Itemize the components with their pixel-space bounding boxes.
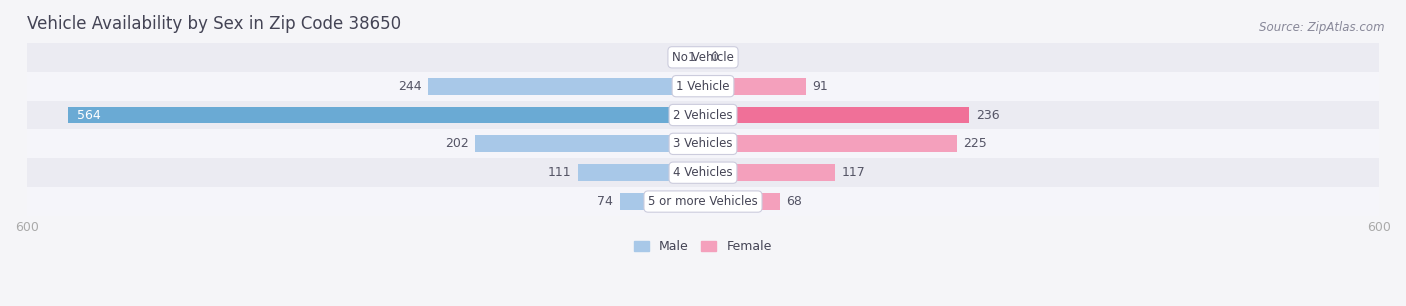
Text: 202: 202 (444, 137, 468, 150)
Text: No Vehicle: No Vehicle (672, 51, 734, 64)
Bar (578, 164, 703, 181)
Text: 244: 244 (398, 80, 422, 93)
Text: 1 Vehicle: 1 Vehicle (676, 80, 730, 93)
Bar (27, 158, 1379, 187)
Bar (27, 129, 1379, 158)
Bar (27, 43, 1379, 72)
Text: 117: 117 (842, 166, 865, 179)
Bar (27, 187, 1379, 216)
Bar (703, 193, 779, 210)
Bar (620, 193, 703, 210)
Bar (703, 136, 956, 152)
Text: 111: 111 (547, 166, 571, 179)
Text: 564: 564 (76, 109, 100, 121)
Text: Vehicle Availability by Sex in Zip Code 38650: Vehicle Availability by Sex in Zip Code … (27, 15, 401, 33)
Text: 1: 1 (688, 51, 695, 64)
Text: 2 Vehicles: 2 Vehicles (673, 109, 733, 121)
Text: 0: 0 (710, 51, 717, 64)
Legend: Male, Female: Male, Female (630, 235, 776, 258)
Text: 236: 236 (976, 109, 1000, 121)
Text: 5 or more Vehicles: 5 or more Vehicles (648, 195, 758, 208)
Bar (475, 136, 703, 152)
Text: 3 Vehicles: 3 Vehicles (673, 137, 733, 150)
Bar (703, 78, 806, 95)
Text: 68: 68 (786, 195, 803, 208)
Bar (427, 78, 703, 95)
Bar (27, 101, 1379, 129)
Bar (67, 107, 703, 123)
Bar (703, 107, 969, 123)
Text: Source: ZipAtlas.com: Source: ZipAtlas.com (1260, 21, 1385, 34)
Text: 4 Vehicles: 4 Vehicles (673, 166, 733, 179)
Text: 74: 74 (598, 195, 613, 208)
Bar (27, 72, 1379, 101)
Text: 91: 91 (813, 80, 828, 93)
Bar (703, 164, 835, 181)
Text: 225: 225 (963, 137, 987, 150)
